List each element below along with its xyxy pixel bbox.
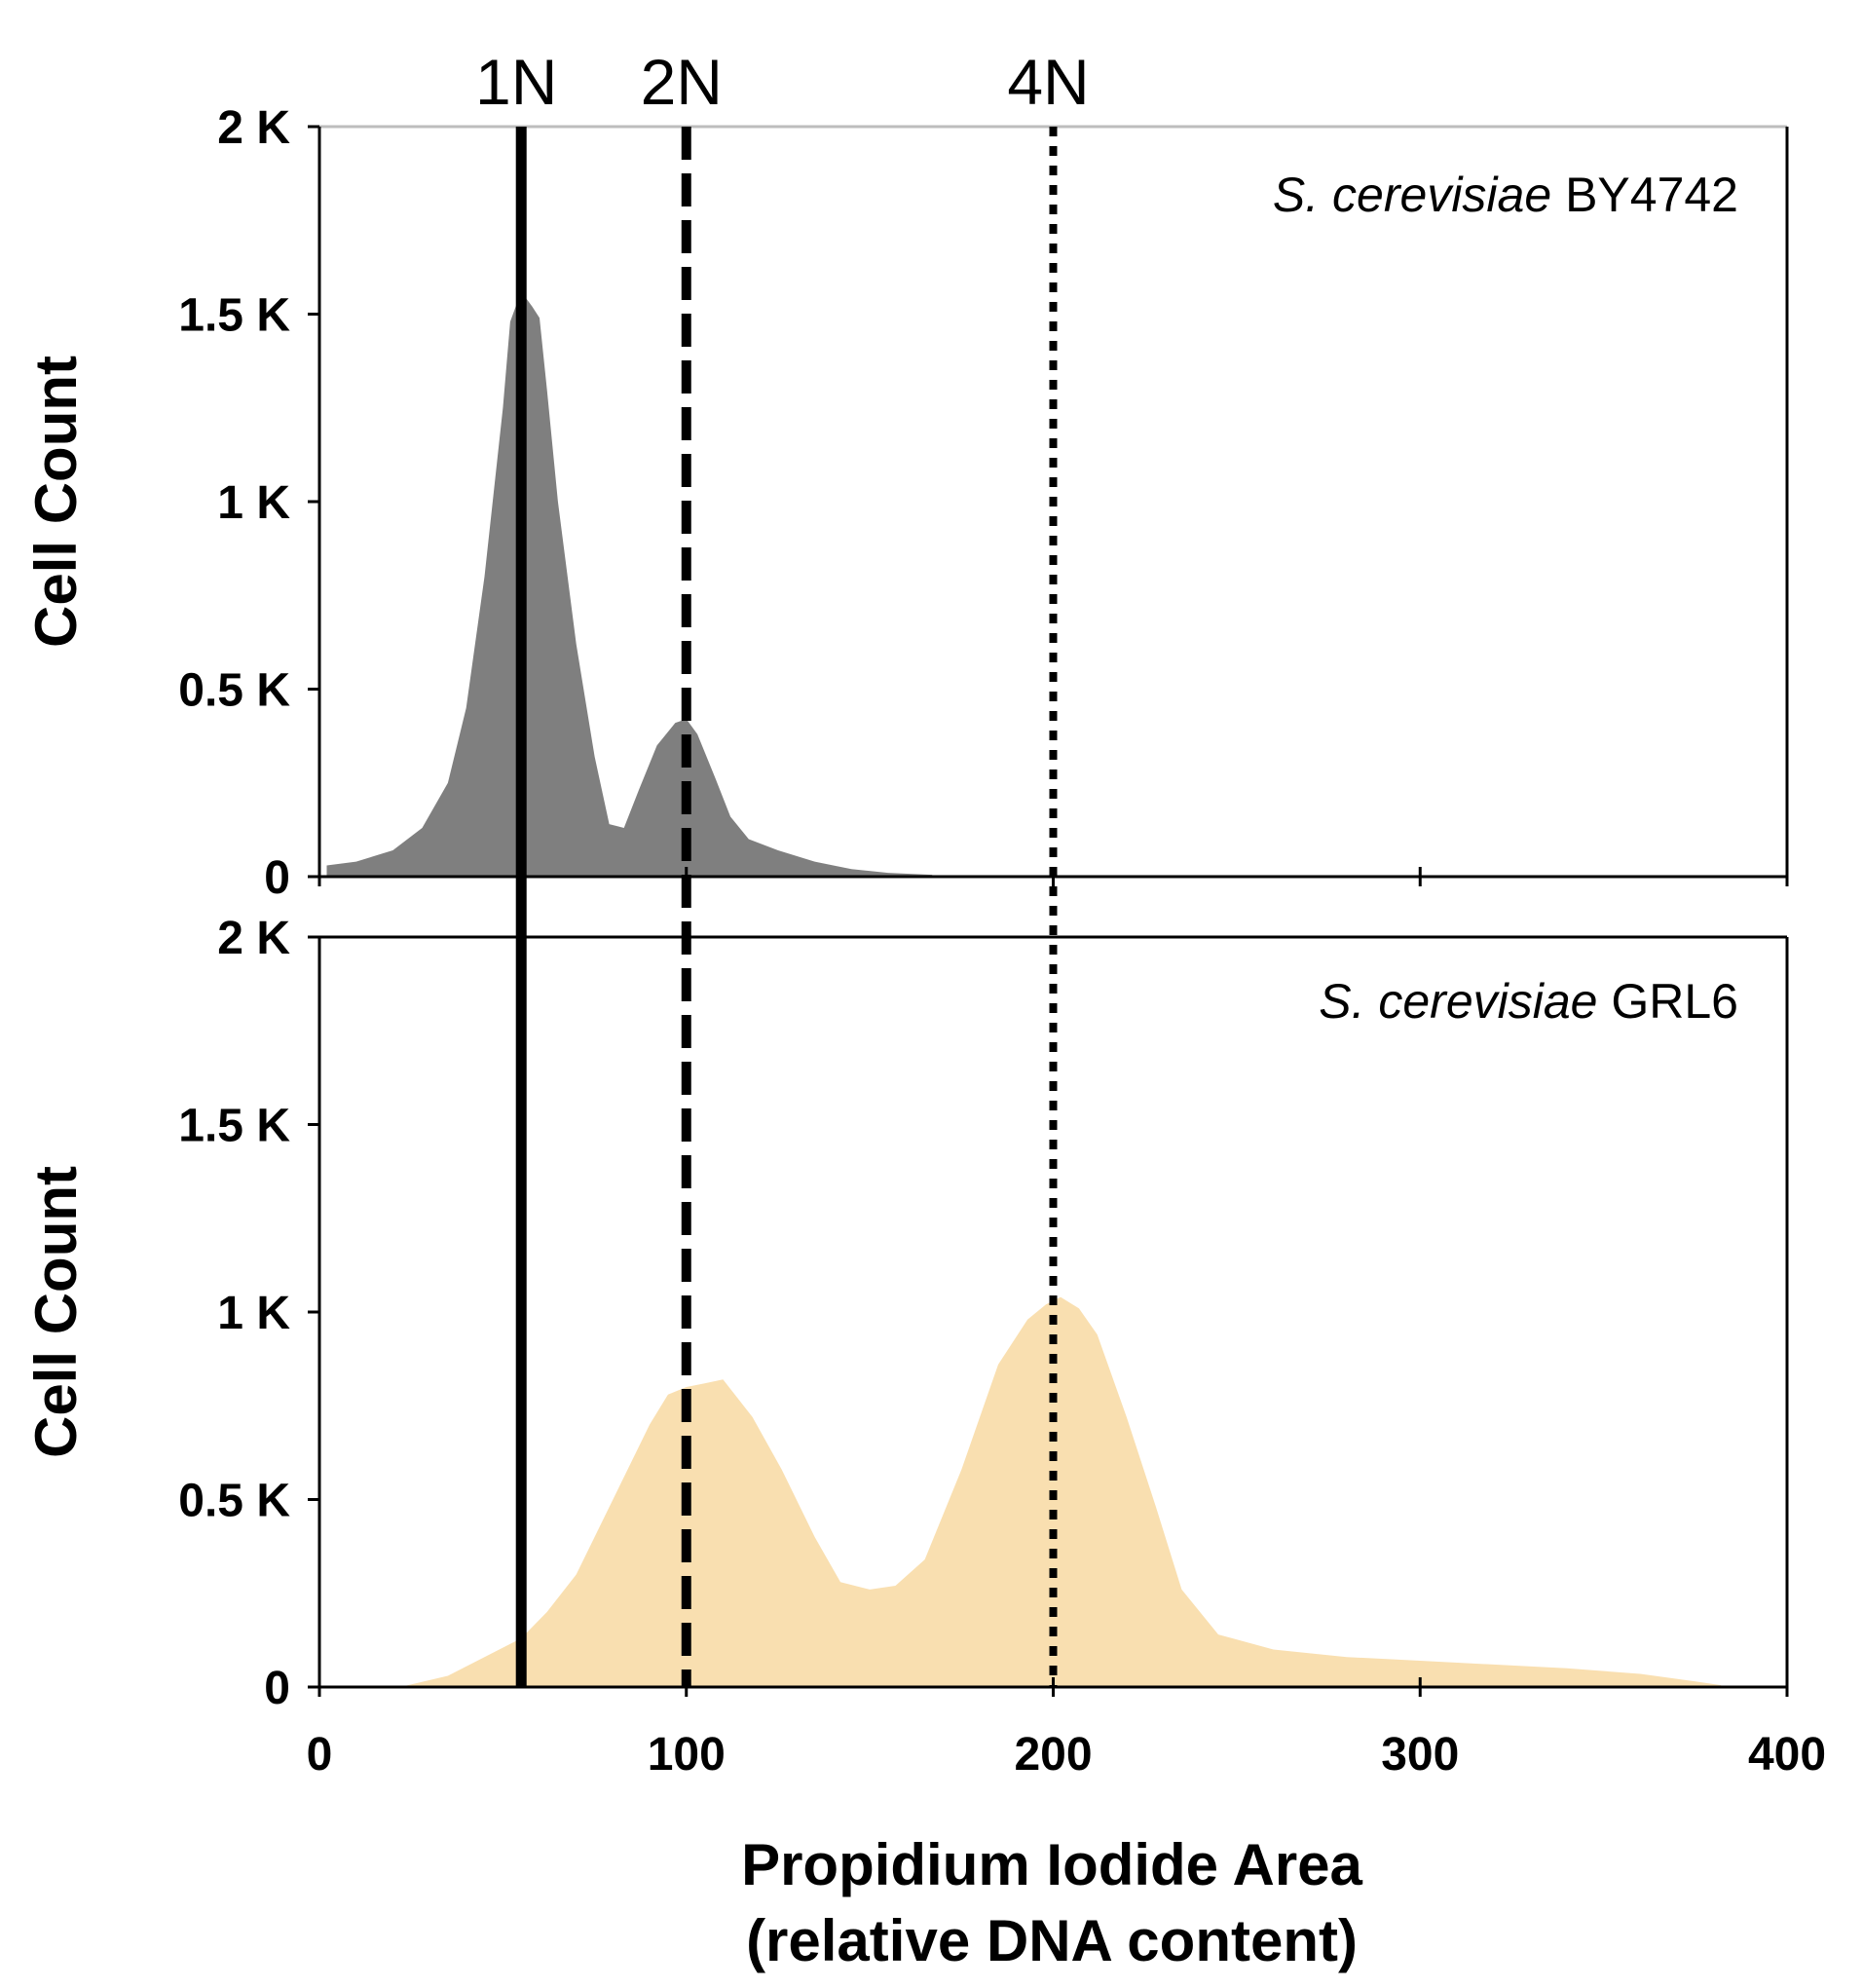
histogram-area-top	[326, 291, 933, 877]
y-tick-label: 1.5 K	[178, 1101, 290, 1152]
x-tick-label: 400	[1748, 1729, 1826, 1781]
panel-bottom: 0 0.5 K 1 K 1.5 K 2 K S. cerevisiae GRL6 Cel…	[23, 913, 1789, 1714]
x-axis-title: Propidium Iodide Area	[741, 1832, 1362, 1897]
panel-bottom-strain-italic: S. cerevisiae	[1319, 974, 1597, 1029]
y-tick-label: 0.5 K	[178, 1476, 290, 1527]
x-tick-label: 100	[648, 1729, 726, 1781]
y-tick-label: 0	[264, 852, 290, 904]
reference-label-2N: 2N	[641, 46, 723, 118]
panel-top-fill-group	[326, 291, 933, 877]
histogram-area-bottom	[399, 1296, 1722, 1687]
panel-bottom-y-ticks: 0 0.5 K 1 K 1.5 K 2 K	[178, 913, 319, 1714]
panel-bottom-y-axis-title: Cell Count	[23, 1166, 89, 1458]
panel-top: 0 0.5 K 1 K 1.5 K 2 K S. cerevisiae BY4742 C…	[23, 102, 1789, 904]
x-tick-label: 200	[1014, 1729, 1092, 1781]
panel-top-strain-label: S. cerevisiae BY4742	[1273, 168, 1738, 222]
panel-bottom-fill-group	[399, 1296, 1722, 1687]
y-tick-label: 1.5 K	[178, 290, 290, 342]
panel-top-y-axis-title: Cell Count	[23, 356, 89, 648]
x-axis-title-line2: (relative DNA content)	[746, 1908, 1358, 1973]
x-tick-label: 300	[1381, 1729, 1459, 1781]
panel-top-y-ticks: 0 0.5 K 1 K 1.5 K 2 K	[178, 102, 319, 904]
reference-label-4N: 4N	[1007, 46, 1089, 118]
panel-top-strain-plain: BY4742	[1565, 168, 1738, 222]
y-tick-label: 1 K	[217, 1288, 290, 1339]
panel-bottom-strain-plain: GRL6	[1611, 974, 1738, 1029]
panel-top-strain-italic: S. cerevisiae	[1273, 168, 1551, 222]
panel-bottom-strain-label: S. cerevisiae GRL6	[1319, 974, 1738, 1029]
reference-label-1N: 1N	[475, 46, 557, 118]
y-tick-label: 1 K	[217, 477, 290, 529]
y-tick-label: 0.5 K	[178, 665, 290, 717]
reference-lines: 1N 2N 4N	[475, 46, 1090, 1687]
y-tick-label: 2 K	[217, 102, 290, 154]
x-tick-label: 0	[307, 1729, 333, 1781]
y-tick-label: 0	[264, 1663, 290, 1714]
y-tick-label: 2 K	[217, 913, 290, 964]
